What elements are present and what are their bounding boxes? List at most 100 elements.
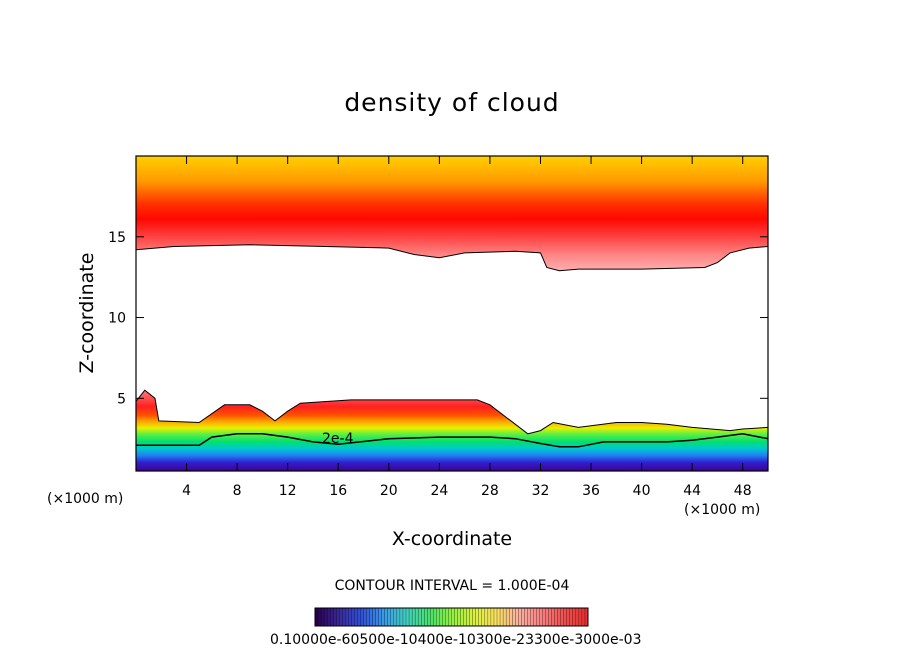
colorbar-swatch bbox=[542, 607, 546, 627]
colorbar-swatch bbox=[360, 607, 364, 627]
colorbar-swatch bbox=[460, 607, 465, 627]
colorbar-labels: 0.10000e-60500e-10400e-10300e-23300e-300… bbox=[270, 632, 642, 648]
colorbar-swatch bbox=[402, 607, 407, 627]
colorbar-swatch bbox=[505, 607, 510, 627]
colorbar-swatch bbox=[399, 607, 404, 627]
colorbar-swatch bbox=[527, 607, 531, 627]
colorbar-swatch bbox=[508, 607, 513, 627]
colorbar-swatch bbox=[381, 607, 386, 627]
colorbar-swatch bbox=[436, 607, 440, 627]
colorbar-swatch bbox=[524, 607, 528, 627]
colorbar-swatch bbox=[487, 607, 492, 627]
x-tick-label: 12 bbox=[279, 483, 297, 499]
colorbar-swatch bbox=[530, 607, 534, 627]
colorbar-swatch bbox=[539, 607, 543, 627]
colorbar-swatch bbox=[581, 607, 586, 627]
colorbar-swatch bbox=[369, 607, 374, 627]
x-tick-label: 16 bbox=[329, 483, 347, 499]
y-tick-label: 10 bbox=[108, 311, 126, 327]
colorbar-swatch bbox=[502, 607, 507, 627]
colorbar-swatch bbox=[472, 607, 477, 627]
x-tick-label: 44 bbox=[683, 483, 701, 499]
contour-line-2e-4 bbox=[136, 433, 768, 448]
colorbar-swatch bbox=[320, 607, 325, 627]
colorbar-swatch bbox=[363, 607, 368, 627]
colorbar-swatch bbox=[442, 607, 446, 627]
colorbar-swatch bbox=[551, 607, 556, 627]
colorbar-swatch bbox=[414, 607, 419, 627]
colorbar-swatch bbox=[408, 607, 413, 627]
colorbar-swatch bbox=[533, 607, 537, 627]
upper-layer-contour bbox=[136, 244, 768, 272]
colorbar-swatch bbox=[490, 607, 495, 627]
colorbar-swatch bbox=[396, 607, 401, 627]
colorbar-swatch bbox=[411, 607, 416, 627]
colorbar-swatch bbox=[536, 607, 540, 627]
colorbar-swatch bbox=[548, 607, 553, 627]
colorbar-swatch bbox=[348, 607, 352, 627]
colorbar-swatch bbox=[445, 607, 449, 627]
colorbar-swatch bbox=[481, 607, 486, 627]
colorbar-swatch bbox=[378, 607, 383, 627]
colorbar-swatch bbox=[339, 607, 343, 627]
colorbar-swatch bbox=[366, 607, 371, 627]
colorbar-swatch bbox=[333, 607, 337, 627]
colorbar-swatch bbox=[336, 607, 340, 627]
colorbar-swatch bbox=[421, 607, 425, 627]
y-tick-label: 5 bbox=[117, 391, 126, 407]
colorbar-swatch bbox=[372, 607, 377, 627]
colorbar-swatch bbox=[569, 607, 574, 627]
colorbar-swatch bbox=[557, 607, 562, 627]
colorbar-swatch bbox=[515, 607, 519, 627]
colorbar-swatch bbox=[430, 607, 434, 627]
colorbar-swatch bbox=[466, 607, 471, 627]
colorbar-swatch bbox=[354, 607, 358, 627]
x-tick-label: 24 bbox=[430, 483, 448, 499]
colorbar-swatch bbox=[518, 607, 522, 627]
colorbar-swatch bbox=[375, 607, 380, 627]
colorbar bbox=[314, 607, 589, 627]
colorbar-swatch bbox=[493, 607, 498, 627]
x-unit-right: (×1000 m) bbox=[684, 502, 761, 518]
colorbar-swatch bbox=[560, 607, 565, 627]
contour-interval-text: CONTOUR INTERVAL = 1.000E-04 bbox=[334, 578, 570, 594]
colorbar-swatch bbox=[384, 607, 389, 627]
x-tick-label: 20 bbox=[380, 483, 398, 499]
colorbar-swatch bbox=[390, 607, 395, 627]
colorbar-swatch bbox=[323, 607, 328, 627]
colorbar-swatch bbox=[317, 607, 322, 627]
colorbar-swatch bbox=[521, 607, 525, 627]
colorbar-swatch bbox=[427, 607, 431, 627]
x-tick-label: 8 bbox=[233, 483, 242, 499]
colorbar-swatch bbox=[475, 607, 480, 627]
colorbar-swatch bbox=[512, 607, 516, 627]
x-tick-label: 28 bbox=[481, 483, 499, 499]
x-tick-label: 48 bbox=[734, 483, 752, 499]
colorbar-swatch bbox=[424, 607, 428, 627]
lower-layer-contour bbox=[136, 389, 768, 435]
plot-frame bbox=[135, 155, 769, 472]
colorbar-swatch bbox=[484, 607, 489, 627]
colorbar-swatch bbox=[572, 607, 577, 627]
x-axis-ticks: 4 8 12 16 20 24 28 32 36 40 44 48 bbox=[182, 156, 752, 499]
colorbar-swatch bbox=[454, 607, 459, 627]
colorbar-swatch bbox=[357, 607, 361, 627]
contour-label: 2e-4 bbox=[322, 431, 354, 447]
colorbar-swatch bbox=[351, 607, 355, 627]
colorbar-swatch bbox=[566, 607, 571, 627]
upper-cloud-layer bbox=[136, 156, 768, 271]
colorbar-swatch bbox=[457, 607, 462, 627]
colorbar-swatch bbox=[433, 607, 437, 627]
y-tick-label: 15 bbox=[108, 230, 126, 246]
x-tick-label: 4 bbox=[182, 483, 191, 499]
colorbar-swatch bbox=[439, 607, 443, 627]
colorbar-swatch bbox=[345, 607, 349, 627]
colorbar-swatch bbox=[451, 607, 455, 627]
colorbar-swatch bbox=[554, 607, 559, 627]
y-axis-ticks: 5 10 15 bbox=[108, 230, 768, 407]
y-axis-label: Z-coordinate bbox=[76, 252, 98, 374]
x-tick-label: 36 bbox=[582, 483, 600, 499]
colorbar-frame bbox=[314, 607, 589, 627]
colorbar-swatch bbox=[342, 607, 346, 627]
colorbar-swatch bbox=[578, 607, 583, 627]
